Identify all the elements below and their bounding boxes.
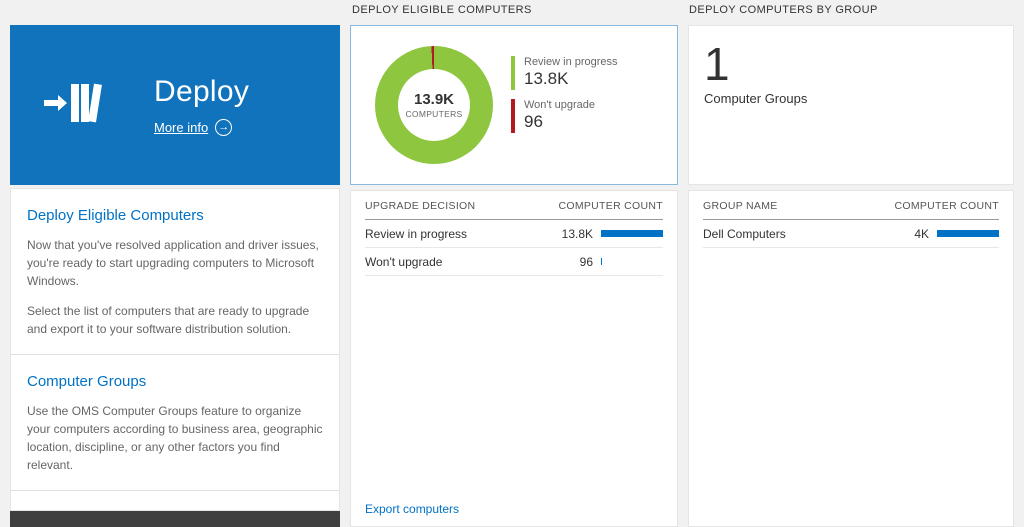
section-computer-groups: Computer Groups Use the OMS Computer Gro… — [11, 355, 339, 491]
section-heading: Computer Groups — [27, 373, 147, 390]
legend-value: 13.8K — [524, 69, 569, 88]
legend-value: 96 — [524, 112, 543, 131]
legend-swatch-red — [511, 99, 515, 133]
export-computers-link[interactable]: Export computers — [365, 502, 460, 516]
upgrade-decision-table-card: UPGRADE DECISION COMPUTER COUNT Review i… — [350, 190, 678, 527]
chart-legend: Review in progress 13.8K Won't upgrade 9… — [511, 56, 618, 133]
row-label: Review in progress — [365, 226, 468, 241]
column-header-group-name: GROUP NAME — [703, 200, 778, 212]
count-bar — [601, 258, 603, 265]
left-panel-footer-bar — [10, 511, 340, 527]
row-bar-track — [937, 230, 999, 237]
table-row[interactable]: Dell Computers 4K — [703, 220, 999, 248]
group-count-value: 1 — [704, 38, 730, 90]
row-value: 4K — [914, 226, 929, 241]
column-header-computer-count: COMPUTER COUNT — [558, 200, 663, 212]
row-label: Dell Computers — [703, 226, 786, 241]
legend-item-wont-upgrade: Won't upgrade 96 — [511, 99, 618, 133]
legend-swatch-green — [511, 56, 515, 90]
row-value: 13.8K — [561, 226, 593, 241]
section-paragraph: Use the OMS Computer Groups feature to o… — [27, 404, 323, 472]
row-label: Won't upgrade — [365, 254, 443, 269]
group-count-label: Computer Groups — [704, 91, 808, 107]
row-bar-track — [601, 258, 663, 265]
more-info-arrow-icon[interactable]: → — [215, 118, 233, 136]
legend-label: Review in progress — [524, 56, 618, 68]
tile-title: Deploy — [154, 74, 250, 108]
deploy-icon — [44, 77, 106, 134]
table-header-row: UPGRADE DECISION COMPUTER COUNT — [365, 191, 663, 220]
eligible-computers-chart-card[interactable]: 13.9K COMPUTERS Review in progress 13.8K… — [350, 25, 678, 185]
section-paragraph: Now that you've resolved application and… — [27, 238, 319, 288]
row-bar-track — [601, 230, 663, 237]
section-heading: Deploy Eligible Computers — [27, 207, 204, 224]
right-column-header: DEPLOY COMPUTERS BY GROUP — [689, 4, 878, 16]
donut-chart[interactable]: 13.9K COMPUTERS — [375, 46, 493, 164]
count-bar — [937, 230, 999, 237]
deploy-description-card: Deploy Eligible Computers Now that you'v… — [10, 188, 340, 511]
donut-center: 13.9K COMPUTERS — [398, 69, 470, 141]
computer-groups-table-card: GROUP NAME COMPUTER COUNT Dell Computers… — [688, 190, 1014, 527]
donut-total-value: 13.9K — [413, 91, 455, 108]
column-header-computer-count: COMPUTER COUNT — [894, 200, 999, 212]
column-header-upgrade-decision: UPGRADE DECISION — [365, 200, 476, 212]
table-row[interactable]: Review in progress 13.8K — [365, 220, 663, 248]
table-header-row: GROUP NAME COMPUTER COUNT — [703, 191, 999, 220]
donut-total-label: COMPUTERS — [405, 109, 463, 119]
row-value: 96 — [579, 254, 593, 269]
section-deploy-eligible-computers: Deploy Eligible Computers Now that you'v… — [11, 189, 339, 355]
middle-column-header: DEPLOY ELIGIBLE COMPUTERS — [352, 4, 532, 16]
legend-label: Won't upgrade — [524, 99, 596, 111]
table-row[interactable]: Won't upgrade 96 — [365, 248, 663, 276]
section-paragraph: Select the list of computers that are re… — [27, 304, 310, 336]
count-bar — [601, 230, 663, 237]
legend-item-review-in-progress: Review in progress 13.8K — [511, 56, 618, 90]
more-info-link[interactable]: More info — [154, 119, 209, 135]
deploy-tile[interactable]: Deploy More info → — [10, 25, 340, 185]
computer-groups-summary-card[interactable]: 1 Computer Groups — [688, 25, 1014, 185]
